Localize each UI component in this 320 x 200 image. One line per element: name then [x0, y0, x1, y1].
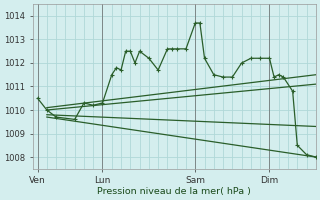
X-axis label: Pression niveau de la mer( hPa ): Pression niveau de la mer( hPa )	[98, 187, 251, 196]
